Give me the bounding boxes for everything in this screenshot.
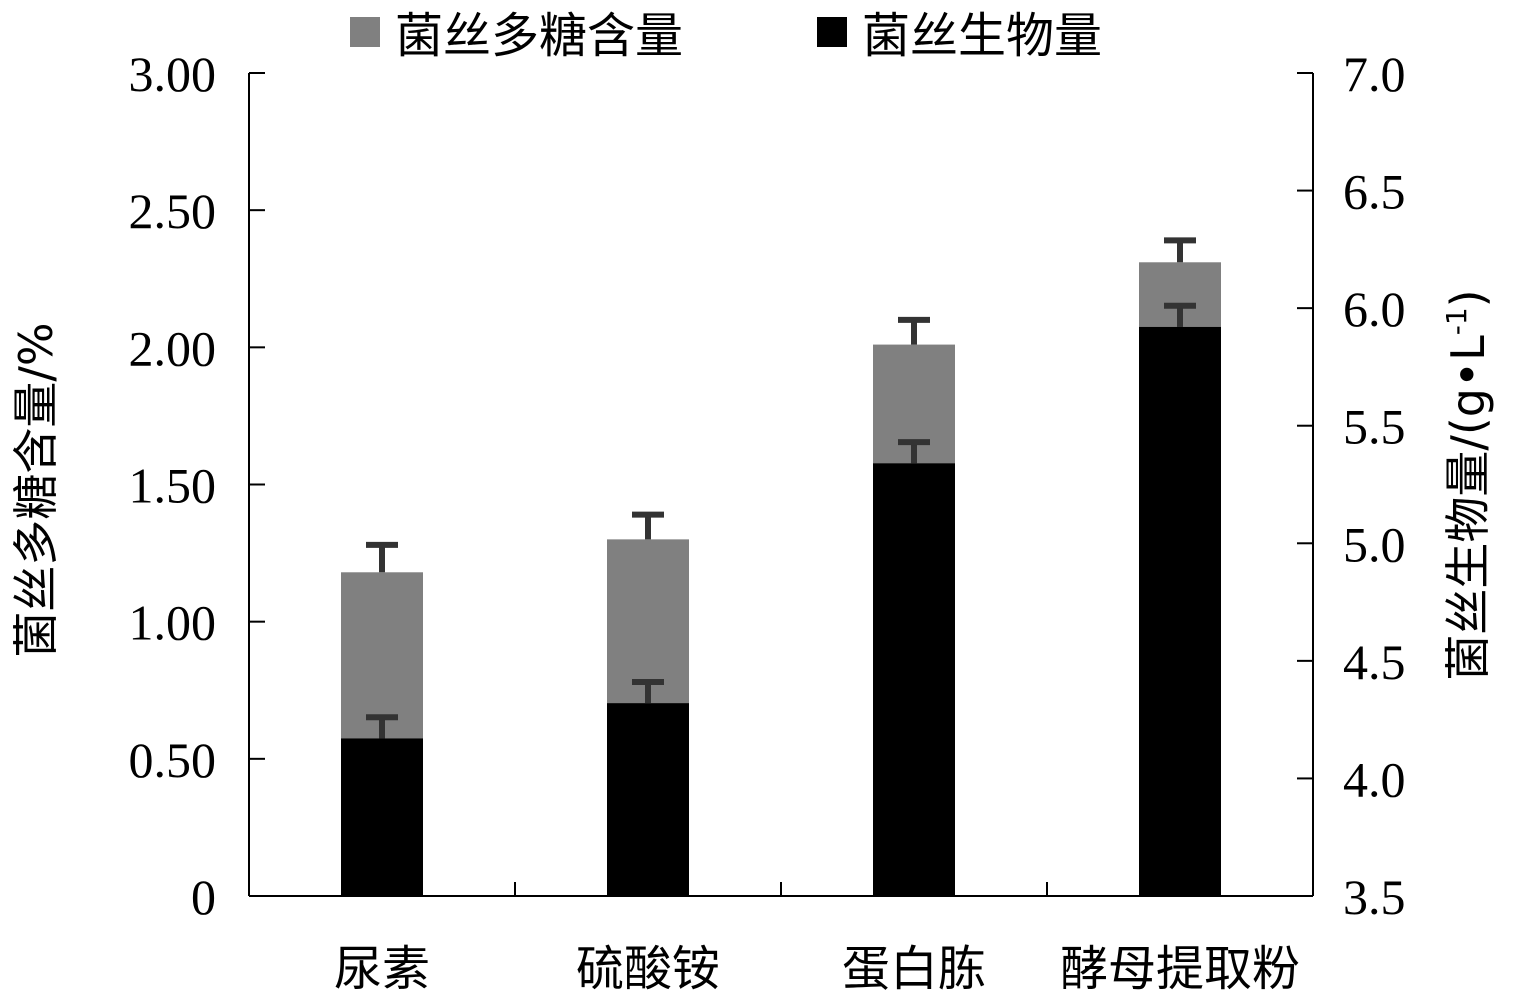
right-axis-title: 菌丝生物量/(g•L-1) [1440,289,1495,680]
legend: 菌丝多糖含量 菌丝生物量 [350,8,1102,64]
bar-biomass-1 [607,703,689,896]
category-label-0: 尿素 [334,941,430,997]
legend-label-biomass: 菌丝生物量 [862,8,1102,64]
bar-biomass-3 [1139,326,1221,896]
left-tick-label-3: 1.50 [129,458,217,514]
left-tick-label-4: 2.00 [129,320,217,376]
right-axis-title-sup: -1 [1440,307,1473,335]
right-axis-title-close: ) [1441,289,1495,307]
category-label-1: 硫酸铵 [576,941,720,997]
category-labels-group: 尿素 硫酸铵 蛋白胨 酵母提取粉 [334,941,1300,997]
legend-swatch-biomass [817,17,847,47]
legend-label-polysaccharide: 菌丝多糖含量 [395,8,683,64]
left-tick-label-2: 1.00 [129,595,217,651]
bars-group [341,237,1221,897]
right-tick-label-2: 4.5 [1343,634,1406,690]
left-axis-title: 菌丝多糖含量/% [9,322,63,657]
right-tick-label-3: 5.0 [1343,516,1406,572]
right-tick-label-5: 6.0 [1343,281,1406,337]
left-ticks-group: 0 0.50 1.00 1.50 2.00 2.50 3.00 [129,46,265,925]
svg-text:菌丝生物量/(g•L-1): 菌丝生物量/(g•L-1) [1440,289,1495,680]
category-label-2: 蛋白胨 [842,941,986,997]
right-tick-label-1: 4.0 [1343,751,1406,807]
bar-biomass-0 [341,738,423,896]
right-axis-title-text: 菌丝生物量/(g•L [1441,335,1495,681]
right-ticks-group: 3.5 4.0 4.5 5.0 5.5 6.0 6.5 7.0 [1297,46,1406,925]
left-tick-label-5: 2.50 [129,183,217,239]
legend-swatch-polysaccharide [350,17,380,47]
left-tick-label-0: 0 [191,869,216,925]
right-tick-label-4: 5.5 [1343,399,1406,455]
bar-biomass-2 [873,463,955,896]
category-label-3: 酵母提取粉 [1060,941,1300,997]
right-tick-label-6: 6.5 [1343,164,1406,220]
left-tick-label-1: 0.50 [129,732,217,788]
right-tick-label-0: 3.5 [1343,869,1406,925]
right-tick-label-7: 7.0 [1343,46,1406,102]
left-tick-label-6: 3.00 [129,46,217,102]
